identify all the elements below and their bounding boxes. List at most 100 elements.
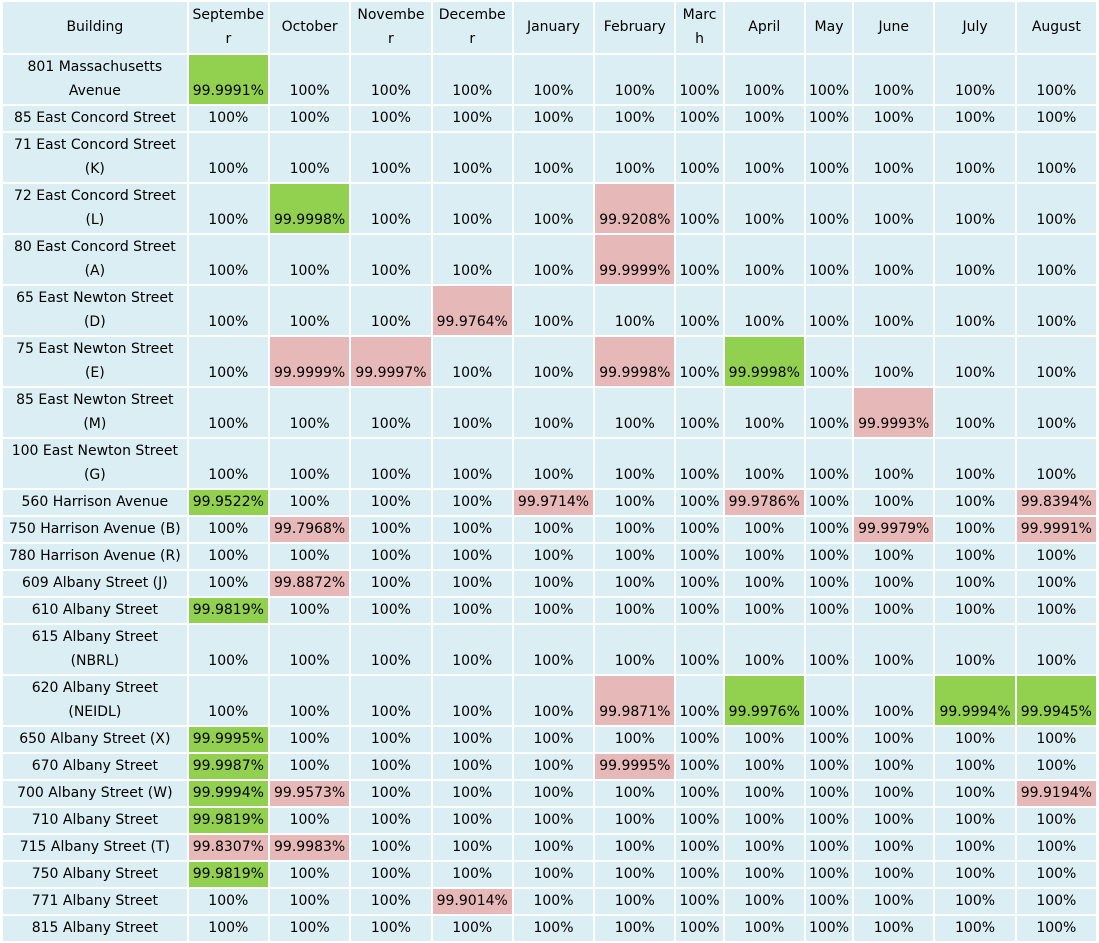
uptime-cell: 99.9994% xyxy=(933,674,1017,727)
uptime-cell: 100% xyxy=(186,386,270,439)
uptime-cell: 100% xyxy=(674,806,725,835)
uptime-cell: 100% xyxy=(722,806,806,835)
uptime-cell: 99.9573% xyxy=(267,779,352,808)
uptime-cell: 100% xyxy=(852,860,936,889)
uptime-cell: 99.9999% xyxy=(267,335,352,388)
header-month-may: May xyxy=(803,0,855,55)
uptime-cell: 100% xyxy=(593,131,677,184)
uptime-cell: 100% xyxy=(722,860,806,889)
uptime-cell: 100% xyxy=(674,887,725,916)
uptime-cell: 100% xyxy=(267,860,352,889)
table-row: 72 East Concord Street (L) 100% 99.9998% 10… xyxy=(1,182,1099,235)
uptime-cell: 99.9987% xyxy=(186,752,270,781)
uptime-cell: 99.9194% xyxy=(1014,779,1099,808)
table-row: 65 East Newton Street (D) 100% 100% 100% 99.… xyxy=(1,284,1099,337)
uptime-cell: 99.9998% xyxy=(593,335,677,388)
uptime-cell: 99.8872% xyxy=(267,569,352,598)
uptime-cell: 100% xyxy=(349,914,433,943)
uptime-cell: 100% xyxy=(722,233,806,286)
uptime-cell: 100% xyxy=(593,104,677,133)
uptime-cell: 100% xyxy=(803,515,855,544)
uptime-cell: 99.9014% xyxy=(430,887,514,916)
uptime-cell: 100% xyxy=(186,437,270,490)
uptime-cell: 100% xyxy=(674,437,725,490)
uptime-cell: 100% xyxy=(933,623,1017,676)
uptime-cell: 100% xyxy=(430,104,514,133)
uptime-cell: 100% xyxy=(430,386,514,439)
uptime-cell: 100% xyxy=(722,569,806,598)
uptime-cell: 100% xyxy=(803,182,855,235)
building-name-cell: 750 Albany Street xyxy=(1,860,189,889)
uptime-cell: 100% xyxy=(674,284,725,337)
uptime-cell: 100% xyxy=(1014,104,1099,133)
uptime-cell: 100% xyxy=(674,542,725,571)
building-name-cell: 80 East Concord Street (A) xyxy=(1,233,189,286)
uptime-cell: 100% xyxy=(511,437,596,490)
uptime-cell: 100% xyxy=(803,131,855,184)
uptime-cell: 100% xyxy=(933,569,1017,598)
uptime-cell: 100% xyxy=(933,860,1017,889)
building-name-cell: 815 Albany Street xyxy=(1,914,189,943)
uptime-cell: 100% xyxy=(803,233,855,286)
uptime-cell: 100% xyxy=(674,674,725,727)
uptime-cell: 100% xyxy=(593,725,677,754)
uptime-cell: 100% xyxy=(722,725,806,754)
uptime-cell: 100% xyxy=(803,542,855,571)
building-name-cell: 75 East Newton Street (E) xyxy=(1,335,189,388)
uptime-cell: 100% xyxy=(511,182,596,235)
uptime-cell: 100% xyxy=(722,752,806,781)
uptime-cell: 100% xyxy=(430,833,514,862)
uptime-cell: 100% xyxy=(852,104,936,133)
uptime-cell: 100% xyxy=(267,284,352,337)
uptime-cell: 100% xyxy=(803,596,855,625)
uptime-cell: 100% xyxy=(349,623,433,676)
uptime-cell: 100% xyxy=(852,542,936,571)
uptime-cell: 99.9991% xyxy=(1014,515,1099,544)
uptime-cell: 100% xyxy=(430,752,514,781)
uptime-cell: 100% xyxy=(803,779,855,808)
uptime-cell: 100% xyxy=(267,806,352,835)
building-name-cell: 610 Albany Street xyxy=(1,596,189,625)
uptime-cell: 100% xyxy=(511,860,596,889)
uptime-cell: 100% xyxy=(1014,623,1099,676)
uptime-cell: 100% xyxy=(933,833,1017,862)
uptime-cell: 100% xyxy=(722,515,806,544)
header-month-january: January xyxy=(511,0,596,55)
uptime-cell: 100% xyxy=(511,53,596,106)
uptime-cell: 100% xyxy=(674,515,725,544)
uptime-cell: 99.9998% xyxy=(722,335,806,388)
table-row: 715 Albany Street (T) 99.8307% 99.9983% 100… xyxy=(1,833,1099,862)
uptime-cell: 100% xyxy=(349,833,433,862)
uptime-cell: 100% xyxy=(803,887,855,916)
uptime-cell: 100% xyxy=(349,515,433,544)
uptime-cell: 100% xyxy=(349,233,433,286)
building-name-cell: 620 Albany Street (NEIDL) xyxy=(1,674,189,727)
uptime-cell: 100% xyxy=(593,887,677,916)
uptime-cell: 100% xyxy=(1014,725,1099,754)
uptime-cell: 100% xyxy=(933,335,1017,388)
uptime-cell: 100% xyxy=(349,542,433,571)
uptime-cell: 100% xyxy=(430,596,514,625)
uptime-cell: 100% xyxy=(722,437,806,490)
uptime-cell: 100% xyxy=(803,674,855,727)
uptime-cell: 100% xyxy=(933,515,1017,544)
uptime-cell: 100% xyxy=(267,725,352,754)
uptime-cell: 100% xyxy=(852,131,936,184)
table-row: 615 Albany Street (NBRL) 100% 100% 100% 100%… xyxy=(1,623,1099,676)
uptime-cell: 100% xyxy=(1014,386,1099,439)
uptime-cell: 100% xyxy=(674,233,725,286)
uptime-cell: 100% xyxy=(722,596,806,625)
uptime-cell: 100% xyxy=(852,752,936,781)
uptime-cell: 100% xyxy=(593,806,677,835)
uptime-cell: 100% xyxy=(674,914,725,943)
uptime-cell: 100% xyxy=(674,752,725,781)
uptime-cell: 100% xyxy=(593,386,677,439)
uptime-cell: 100% xyxy=(267,623,352,676)
uptime-cell: 100% xyxy=(430,674,514,727)
table-row: 750 Harrison Avenue (B) 100% 99.7968% 100% 1… xyxy=(1,515,1099,544)
uptime-cell: 100% xyxy=(852,806,936,835)
building-name-cell: 710 Albany Street xyxy=(1,806,189,835)
uptime-cell: 100% xyxy=(593,542,677,571)
uptime-cell: 100% xyxy=(933,284,1017,337)
uptime-cell: 100% xyxy=(1014,752,1099,781)
